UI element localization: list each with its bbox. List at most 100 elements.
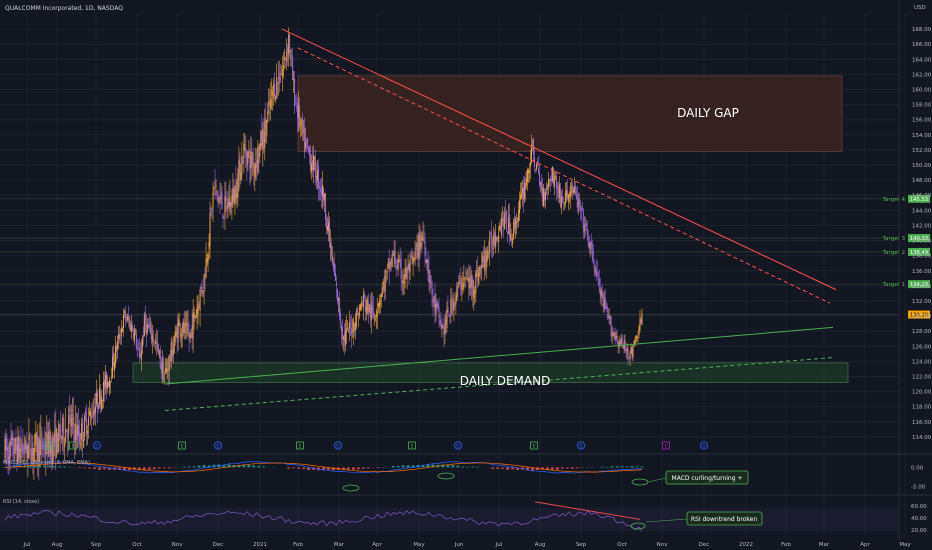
target-price-text: 145.53 [910,197,928,203]
macd-histogram-bar [426,464,430,468]
macd-histogram-bar [501,467,505,469]
dividend-marker[interactable]: D [577,441,586,450]
candle-body [637,336,639,338]
candle-body [100,391,102,406]
candle-body [611,332,613,337]
dividend-marker[interactable]: D [93,441,102,450]
candle-body [389,262,391,269]
macd-histogram-bar [565,467,569,469]
candle-body [275,95,277,101]
macd-histogram-bar [23,465,27,468]
candle-body [24,437,26,450]
candle-body [388,257,390,272]
macd-histogram-bar [162,467,166,469]
candle-body [242,160,244,164]
candle-body [185,322,187,326]
candle-body [377,304,379,307]
candle-body [170,343,172,362]
candle-body [452,302,454,311]
candle-body [510,233,512,241]
candle-body [111,356,113,379]
candle-body [264,119,266,149]
candle-body [137,347,139,349]
candle-body [268,101,270,106]
candle-body [51,441,53,460]
dividend-marker[interactable]: D [453,441,462,450]
candle-body [336,289,338,302]
candle-body [180,333,182,339]
macd-histogram-bar [570,467,574,469]
candle-body [475,273,477,294]
candle-body [493,234,495,246]
candle-body [37,438,39,463]
candle-body [437,303,439,308]
candle-body [547,179,549,189]
macd-histogram-bar [461,466,465,468]
candle-body [181,334,183,336]
candle-body [514,218,516,231]
earnings-marker[interactable]: E [408,441,416,450]
candle-body [558,184,560,198]
svg-text:E: E [299,444,302,450]
candle-body [246,151,248,167]
candle-body [193,312,195,319]
macd-histogram-bar [98,467,101,470]
candle-body [60,424,62,438]
y-tick-label: 114.00 [912,435,932,441]
candle-body [313,154,315,171]
rsi-pane: 60.00 40.00 20.00 [0,501,927,534]
candle-body [283,65,285,71]
candle-body [5,435,7,451]
macd-histogram-bar [187,466,191,468]
macd-histogram-bar [342,467,345,470]
earnings-marker[interactable]: E [45,441,53,450]
candle-body [124,311,126,320]
candle-body [6,447,8,451]
macd-histogram-bar [625,466,629,468]
candle-body [328,218,330,243]
earnings-marker[interactable]: E [69,441,77,450]
candle-body [106,371,108,390]
earnings-marker[interactable]: E [530,441,538,450]
x-tick-label: Jun [454,542,464,548]
candle-body [87,430,89,433]
support-trendline-solid [164,326,834,385]
earnings-marker[interactable]: E [296,441,304,450]
candle-body [450,297,452,315]
earnings-marker[interactable]: E [178,441,186,450]
y-tick-label: 148.00 [912,178,932,184]
candle-body [405,267,407,277]
candle-body [28,435,30,441]
candle-body [584,224,586,227]
candle-body [608,316,610,319]
candle-body [299,105,301,128]
candle-body [595,268,597,274]
candle-body [480,266,482,268]
candle-body [187,323,189,334]
candle-body [535,164,537,170]
candle-body [466,279,468,280]
candle-body [269,100,271,107]
candle-body [57,434,59,453]
candle-body [281,73,283,75]
candle-body [478,273,480,285]
candle-body [554,175,556,177]
dividend-marker[interactable]: D [213,441,222,450]
earnings-marker[interactable]: E [662,441,670,450]
dividend-marker[interactable]: D [700,441,709,450]
dividend-marker[interactable]: D [333,441,342,450]
candle-body [296,106,298,108]
candle-body [573,187,575,193]
macd-histogram-bar [531,467,534,471]
candle-body [344,330,346,346]
rsi-break-marker [630,522,646,530]
macd-histogram-bar [327,467,330,470]
candle-body [520,195,522,200]
candle-body [138,347,140,358]
y-tick-label: 130.00 [912,314,932,320]
candle-body [65,428,67,442]
candle-body [225,191,227,202]
candle-body [331,256,333,260]
candle-body [224,196,226,217]
